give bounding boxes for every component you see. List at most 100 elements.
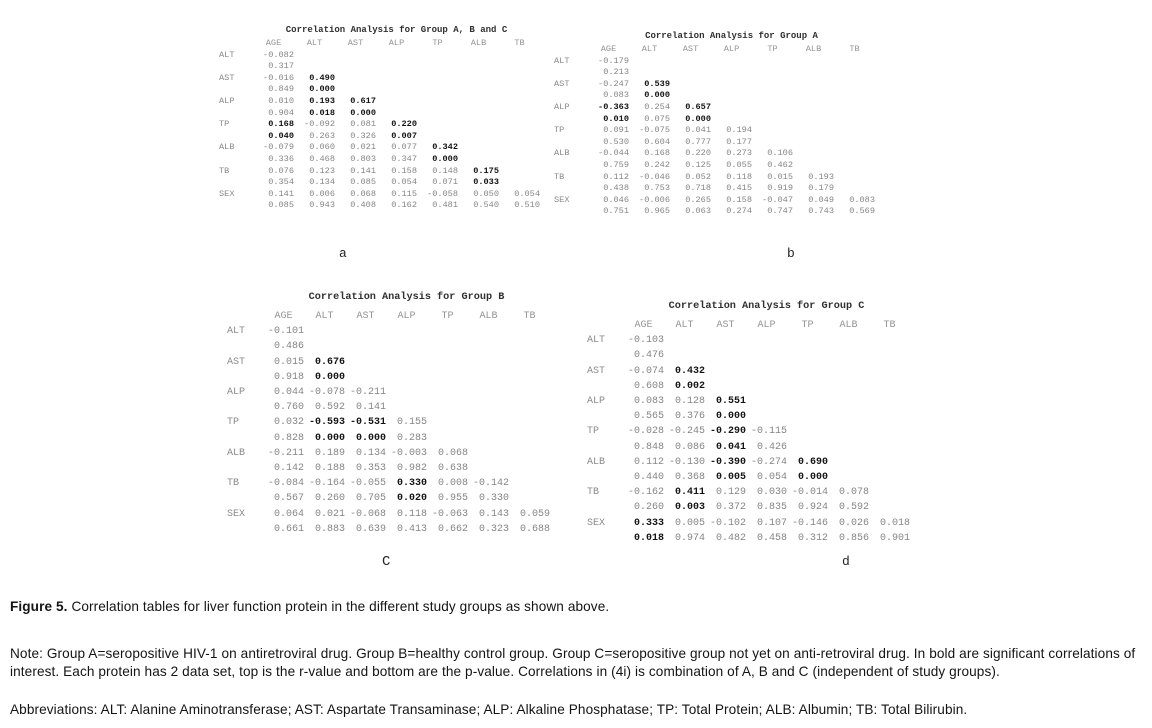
row-label	[554, 183, 588, 195]
p-value: 0.085	[350, 177, 376, 188]
p-value: 0.075	[644, 113, 670, 124]
r-value	[746, 364, 787, 379]
p-value	[386, 339, 427, 354]
AST-p-row: 0.083 0.000	[554, 90, 875, 102]
correlation-matrix: AGE ALT AST ALP TP ALB TB ALT -0.082 0.317 AST -0.0…	[219, 38, 540, 212]
column-header: TB	[514, 38, 525, 48]
r-value: 0.551	[715, 396, 746, 408]
r-value: -0.164	[308, 478, 345, 490]
r-value: 0.123	[309, 165, 335, 176]
r-value: 0.030	[756, 487, 787, 499]
r-value	[499, 73, 540, 85]
p-value	[746, 348, 787, 363]
r-value	[499, 119, 540, 131]
r-value: 0.068	[437, 447, 468, 459]
r-value: 0.083	[633, 396, 664, 408]
row-label: SEX	[554, 194, 570, 205]
correlation-table-group-c: Correlation Analysis for Group C AGE ALT A…	[587, 300, 910, 546]
r-value	[834, 79, 875, 91]
r-value: -0.247	[598, 78, 629, 89]
p-value: 0.486	[273, 341, 304, 353]
r-value: 0.657	[685, 101, 711, 112]
AST-p-row: 0.608 0.002	[587, 379, 910, 394]
p-value: 0.458	[756, 532, 787, 544]
column-header: TB	[883, 320, 896, 331]
r-value: 0.143	[478, 508, 509, 520]
row-label	[587, 470, 623, 485]
p-value	[834, 137, 875, 149]
row-label: TP	[587, 426, 600, 438]
r-value: -0.082	[263, 49, 294, 60]
figure-abbreviations: Abbreviations: ALT: Alanine Aminotransfe…	[10, 702, 968, 717]
r-value: 0.158	[726, 194, 752, 205]
TB-r-row: TB 0.076 0.123 0.141 0.158 0.148 0.175	[219, 166, 540, 178]
p-value: 0.705	[355, 493, 386, 505]
r-value	[417, 73, 458, 85]
header-row: AGE ALT AST ALP TP ALB TB	[227, 309, 550, 324]
ALB-r-row: ALB -0.079 0.060 0.021 0.077 0.342	[219, 142, 540, 154]
p-value: 0.018	[309, 107, 335, 118]
header-row: AGE ALT AST ALP TP ALB TB	[554, 44, 875, 56]
r-value: 0.265	[685, 194, 711, 205]
p-value: 0.000	[350, 107, 376, 118]
p-value: 0.481	[432, 200, 458, 211]
row-label: ALP	[554, 101, 570, 112]
p-value	[752, 137, 793, 149]
p-value	[499, 154, 540, 166]
p-value: 0.883	[314, 523, 345, 535]
r-value: -0.162	[627, 487, 664, 499]
r-value: 0.006	[309, 188, 335, 199]
r-value: 0.078	[838, 487, 869, 499]
AST-p-row: 0.849 0.000	[219, 84, 540, 96]
p-value: 0.018	[633, 532, 664, 544]
TP-r-row: TP -0.028 -0.245 -0.290 -0.115	[587, 424, 910, 439]
row-label	[227, 431, 263, 446]
r-value: 0.118	[726, 171, 752, 182]
correlation-matrix: AGE ALT AST ALP TP ALB TB ALT -0.179 0.213 AST -0.2…	[554, 44, 875, 218]
r-value: 0.021	[350, 142, 376, 153]
p-value	[417, 108, 458, 120]
p-value: 0.426	[756, 441, 787, 453]
row-label: AST	[219, 72, 235, 83]
r-value	[629, 56, 670, 68]
r-value	[468, 355, 509, 370]
r-value: 0.158	[391, 165, 417, 176]
r-value	[869, 485, 910, 500]
ALT-r-row: ALT -0.179	[554, 56, 875, 68]
row-label	[219, 177, 253, 189]
p-value: 0.848	[633, 441, 664, 453]
r-value: 0.008	[437, 478, 468, 490]
p-value: 0.134	[309, 177, 335, 188]
p-value	[458, 154, 499, 166]
p-value: 0.177	[726, 136, 752, 147]
p-value	[345, 339, 386, 354]
column-header: ALT	[675, 320, 694, 331]
p-value: 0.312	[797, 532, 828, 544]
p-value	[705, 379, 746, 394]
figure-note: Note: Group A=seropositive HIV-1 on anti…	[10, 646, 1136, 679]
r-value	[458, 96, 499, 108]
TP-p-row: 0.530 0.604 0.777 0.177	[554, 137, 875, 149]
row-label	[219, 108, 253, 120]
r-value: -0.068	[349, 508, 386, 520]
r-value: 0.059	[519, 508, 550, 520]
p-value: 0.000	[432, 153, 458, 164]
p-value: 0.274	[726, 206, 752, 217]
p-value	[499, 108, 540, 120]
p-value	[834, 160, 875, 172]
r-value: 0.046	[603, 194, 629, 205]
r-value: 0.141	[268, 188, 294, 199]
r-value: -0.363	[598, 101, 629, 112]
r-value	[828, 364, 869, 379]
p-value	[670, 90, 711, 102]
corner-cell	[227, 309, 263, 324]
p-value: 0.323	[478, 523, 509, 535]
column-header: TB	[849, 44, 860, 54]
row-label	[587, 379, 623, 394]
p-value: 0.747	[767, 206, 793, 217]
p-value	[499, 131, 540, 143]
p-value	[509, 339, 550, 354]
r-value: -0.084	[267, 478, 304, 490]
r-value	[468, 415, 509, 430]
r-value: 0.193	[309, 95, 335, 106]
